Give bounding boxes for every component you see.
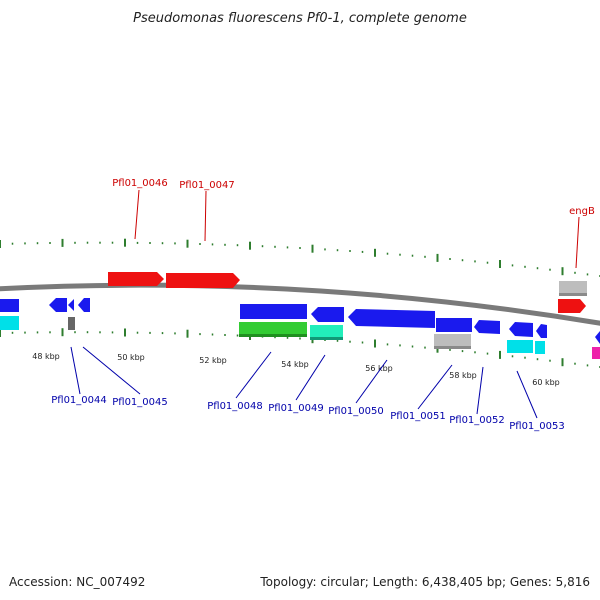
gene-label-pfl01-0044[interactable]: Pfl01_0044: [51, 395, 107, 406]
gene-pfl01-0052[interactable]: [507, 340, 533, 353]
gene-label-pfl01-0053[interactable]: Pfl01_0053: [509, 421, 565, 432]
leader-line: [82, 346, 141, 395]
gene-arrow-engb[interactable]: [558, 299, 586, 313]
gene-label-pfl01-0051[interactable]: Pfl01_0051: [390, 411, 446, 422]
scale-label: 48 kbp: [32, 352, 60, 361]
gene-label-pfl01-0050[interactable]: Pfl01_0050: [328, 406, 384, 417]
gene-label-engb[interactable]: engB: [569, 206, 595, 217]
feature-darkgray[interactable]: [68, 317, 75, 330]
gene-label-pfl01-0047[interactable]: Pfl01_0047: [179, 180, 235, 191]
scale-label: 50 kbp: [117, 353, 145, 362]
gene-label-pfl01-0045[interactable]: Pfl01_0045: [112, 397, 168, 408]
scale-label: 52 kbp: [199, 356, 227, 365]
gene-arrow-small[interactable]: [68, 299, 74, 311]
gene-arrow-pfl01-0044[interactable]: [49, 298, 67, 312]
gene-label-pfl01-0049[interactable]: Pfl01_0049: [268, 403, 324, 414]
leader-line: [295, 354, 326, 401]
gene-arrow-pfl01-0045[interactable]: [78, 298, 90, 312]
gene-label-pfl01-0052[interactable]: Pfl01_0052: [449, 415, 505, 426]
leader-line: [516, 370, 538, 419]
gene-shadow: [310, 337, 343, 340]
gene-shadow: [434, 346, 471, 349]
scale-label: 56 kbp: [365, 364, 393, 373]
upper-tick-row: [0, 238, 600, 277]
scale-label: 58 kbp: [449, 371, 477, 380]
genome-summary-text: Topology: circular; Length: 6,438,405 bp…: [259, 575, 590, 589]
gene-arrow-right-edge[interactable]: [595, 331, 600, 344]
feature-cyan[interactable]: [0, 316, 19, 330]
map-title: Pseudomonas fluorescens Pf0-1, complete …: [133, 11, 467, 26]
gene-arrow-pfl01-0053[interactable]: [509, 322, 533, 337]
gene-arrow-small[interactable]: [536, 324, 547, 338]
gene-arrow-pfl01-0047[interactable]: [166, 273, 240, 288]
leader-line: [134, 189, 140, 240]
gene-arrow-left-edge[interactable]: [0, 299, 19, 312]
gene-pfl01-0049[interactable]: [310, 325, 343, 338]
gene-arrow-pfl01-0050[interactable]: [348, 309, 435, 328]
leader-line: [204, 190, 207, 242]
gene-arrow-pfl01-0046[interactable]: [108, 272, 164, 286]
gene-pfl01-0051[interactable]: [434, 334, 471, 347]
leader-line: [476, 366, 484, 415]
genome-backbone: [0, 282, 600, 326]
leader-line: [70, 346, 81, 395]
leader-line: [417, 364, 453, 410]
leader-line: [235, 351, 272, 399]
accession-text: Accession: NC_007492: [9, 575, 145, 589]
feature-cyan[interactable]: [535, 341, 545, 354]
gene-shadow: [559, 293, 587, 296]
leader-line: [575, 216, 580, 269]
gene-label-pfl01-0046[interactable]: Pfl01_0046: [112, 178, 168, 189]
feature-gray[interactable]: [559, 281, 587, 294]
gene-arrow-blue[interactable]: [474, 320, 500, 334]
gene-shadow: [239, 334, 307, 337]
gene-label-pfl01-0048[interactable]: Pfl01_0048: [207, 401, 263, 412]
gene-pfl01-0048[interactable]: [239, 322, 307, 336]
leader-line: [355, 359, 388, 404]
gene-arrow-blue[interactable]: [311, 307, 344, 322]
feature-magenta[interactable]: [592, 347, 600, 359]
scale-label: 60 kbp: [532, 378, 560, 387]
gene-arrow-blue[interactable]: [436, 318, 472, 332]
scale-label: 54 kbp: [281, 360, 309, 369]
gene-arrow-blue[interactable]: [240, 304, 307, 319]
